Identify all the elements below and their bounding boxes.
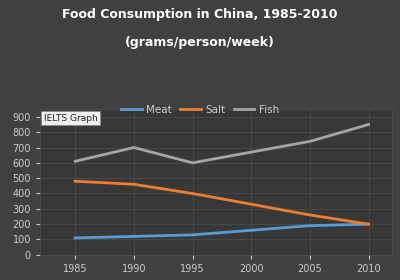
Text: (grams/person/week): (grams/person/week) <box>125 36 275 49</box>
Legend: Meat, Salt, Fish: Meat, Salt, Fish <box>117 101 283 119</box>
Text: Food Consumption in China, 1985-2010: Food Consumption in China, 1985-2010 <box>62 8 338 21</box>
Text: IELTS Graph: IELTS Graph <box>44 114 97 123</box>
